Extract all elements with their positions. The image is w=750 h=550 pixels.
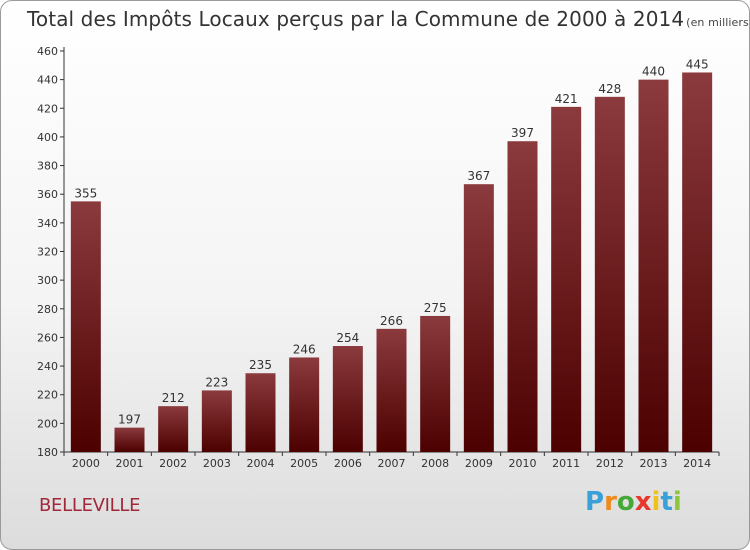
chart-unit: (en milliers d'€)	[686, 16, 749, 29]
y-tick-label: 460	[37, 45, 58, 58]
value-label-2010: 397	[511, 126, 534, 140]
logo-letter: i	[651, 487, 661, 517]
x-tick-label-2004: 2004	[247, 457, 275, 470]
x-tick-label-2007: 2007	[378, 457, 406, 470]
y-tick-label: 280	[37, 303, 58, 316]
y-tick-label: 380	[37, 160, 58, 173]
x-tick-label-2008: 2008	[421, 457, 449, 470]
chart-title-text: Total des Impôts Locaux perçus par la Co…	[27, 7, 685, 31]
x-tick-label-2011: 2011	[552, 457, 580, 470]
bar-2000	[70, 201, 101, 452]
y-tick-label: 240	[37, 360, 58, 373]
value-label-2011: 421	[555, 92, 578, 106]
bar-2008	[420, 315, 451, 452]
bar-2009	[463, 184, 494, 453]
x-tick-label-2002: 2002	[159, 457, 187, 470]
x-tick-label-2010: 2010	[509, 457, 537, 470]
value-label-2007: 266	[380, 314, 403, 328]
value-label-2004: 235	[249, 358, 272, 372]
axes: 180 200 220 240 260 280 300 320 340 360 380 400 420 4…	[37, 45, 720, 459]
y-tick-label: 360	[37, 188, 58, 201]
x-tick-label-2005: 2005	[290, 457, 318, 470]
value-label-2003: 223	[205, 375, 228, 389]
bar-2014	[682, 72, 713, 452]
x-tick-label-2003: 2003	[203, 457, 231, 470]
x-tick-label-2006: 2006	[334, 457, 362, 470]
x-tick-label-2014: 2014	[683, 457, 711, 470]
bar-2002	[158, 406, 189, 452]
bar-2005	[289, 357, 320, 452]
logo-letter: i	[672, 487, 682, 517]
logo-letter: P	[585, 487, 605, 517]
bar-2001	[114, 427, 145, 452]
value-label-2014: 445	[686, 57, 709, 71]
value-label-2008: 275	[424, 301, 447, 315]
x-tick-label-2000: 2000	[72, 457, 100, 470]
commune-name: BELLEVILLE	[39, 495, 141, 516]
y-tick-label: 200	[37, 417, 58, 430]
value-label-2009: 367	[467, 169, 490, 183]
value-label-2000: 355	[74, 186, 97, 200]
x-tick-label-2001: 2001	[116, 457, 144, 470]
logo-letter: t	[660, 487, 673, 517]
bar-2007	[376, 328, 407, 452]
y-tick-label: 340	[37, 217, 58, 230]
x-tick-label-2012: 2012	[596, 457, 624, 470]
y-tick-label: 320	[37, 246, 58, 259]
bar-2010	[507, 141, 538, 452]
value-label-2006: 254	[336, 331, 359, 345]
logo-letter: o	[616, 487, 635, 517]
bar-2013	[638, 79, 669, 453]
x-tick-label-2009: 2009	[465, 457, 493, 470]
value-label-2005: 246	[293, 342, 316, 356]
y-tick-label: 220	[37, 389, 58, 402]
bar-2006	[332, 346, 363, 452]
value-label-2002: 212	[162, 391, 185, 405]
bar-2012	[594, 96, 625, 452]
value-label-2013: 440	[642, 65, 665, 79]
y-tick-label: 300	[37, 274, 58, 287]
bar-2003	[201, 390, 232, 452]
bars	[70, 72, 713, 453]
logo-letter: x	[634, 487, 652, 517]
y-tick-label: 440	[37, 74, 58, 87]
x-tick-label-2013: 2013	[640, 457, 668, 470]
labels: 355 2000 197 2001 212 2002 223 2003 235 2004 246 20…	[72, 57, 711, 470]
y-tick-label: 180	[37, 446, 58, 459]
y-tick-label: 420	[37, 102, 58, 115]
proxiti-logo: Proxiti	[585, 487, 682, 517]
y-tick-label: 400	[37, 131, 58, 144]
chart-title: Total des Impôts Locaux perçus par la Co…	[27, 7, 749, 31]
bar-2011	[551, 106, 582, 452]
logo-letter: r	[604, 487, 617, 517]
y-tick-label: 260	[37, 331, 58, 344]
value-label-2012: 428	[598, 82, 621, 96]
bar-2004	[245, 373, 276, 452]
value-label-2001: 197	[118, 413, 141, 427]
